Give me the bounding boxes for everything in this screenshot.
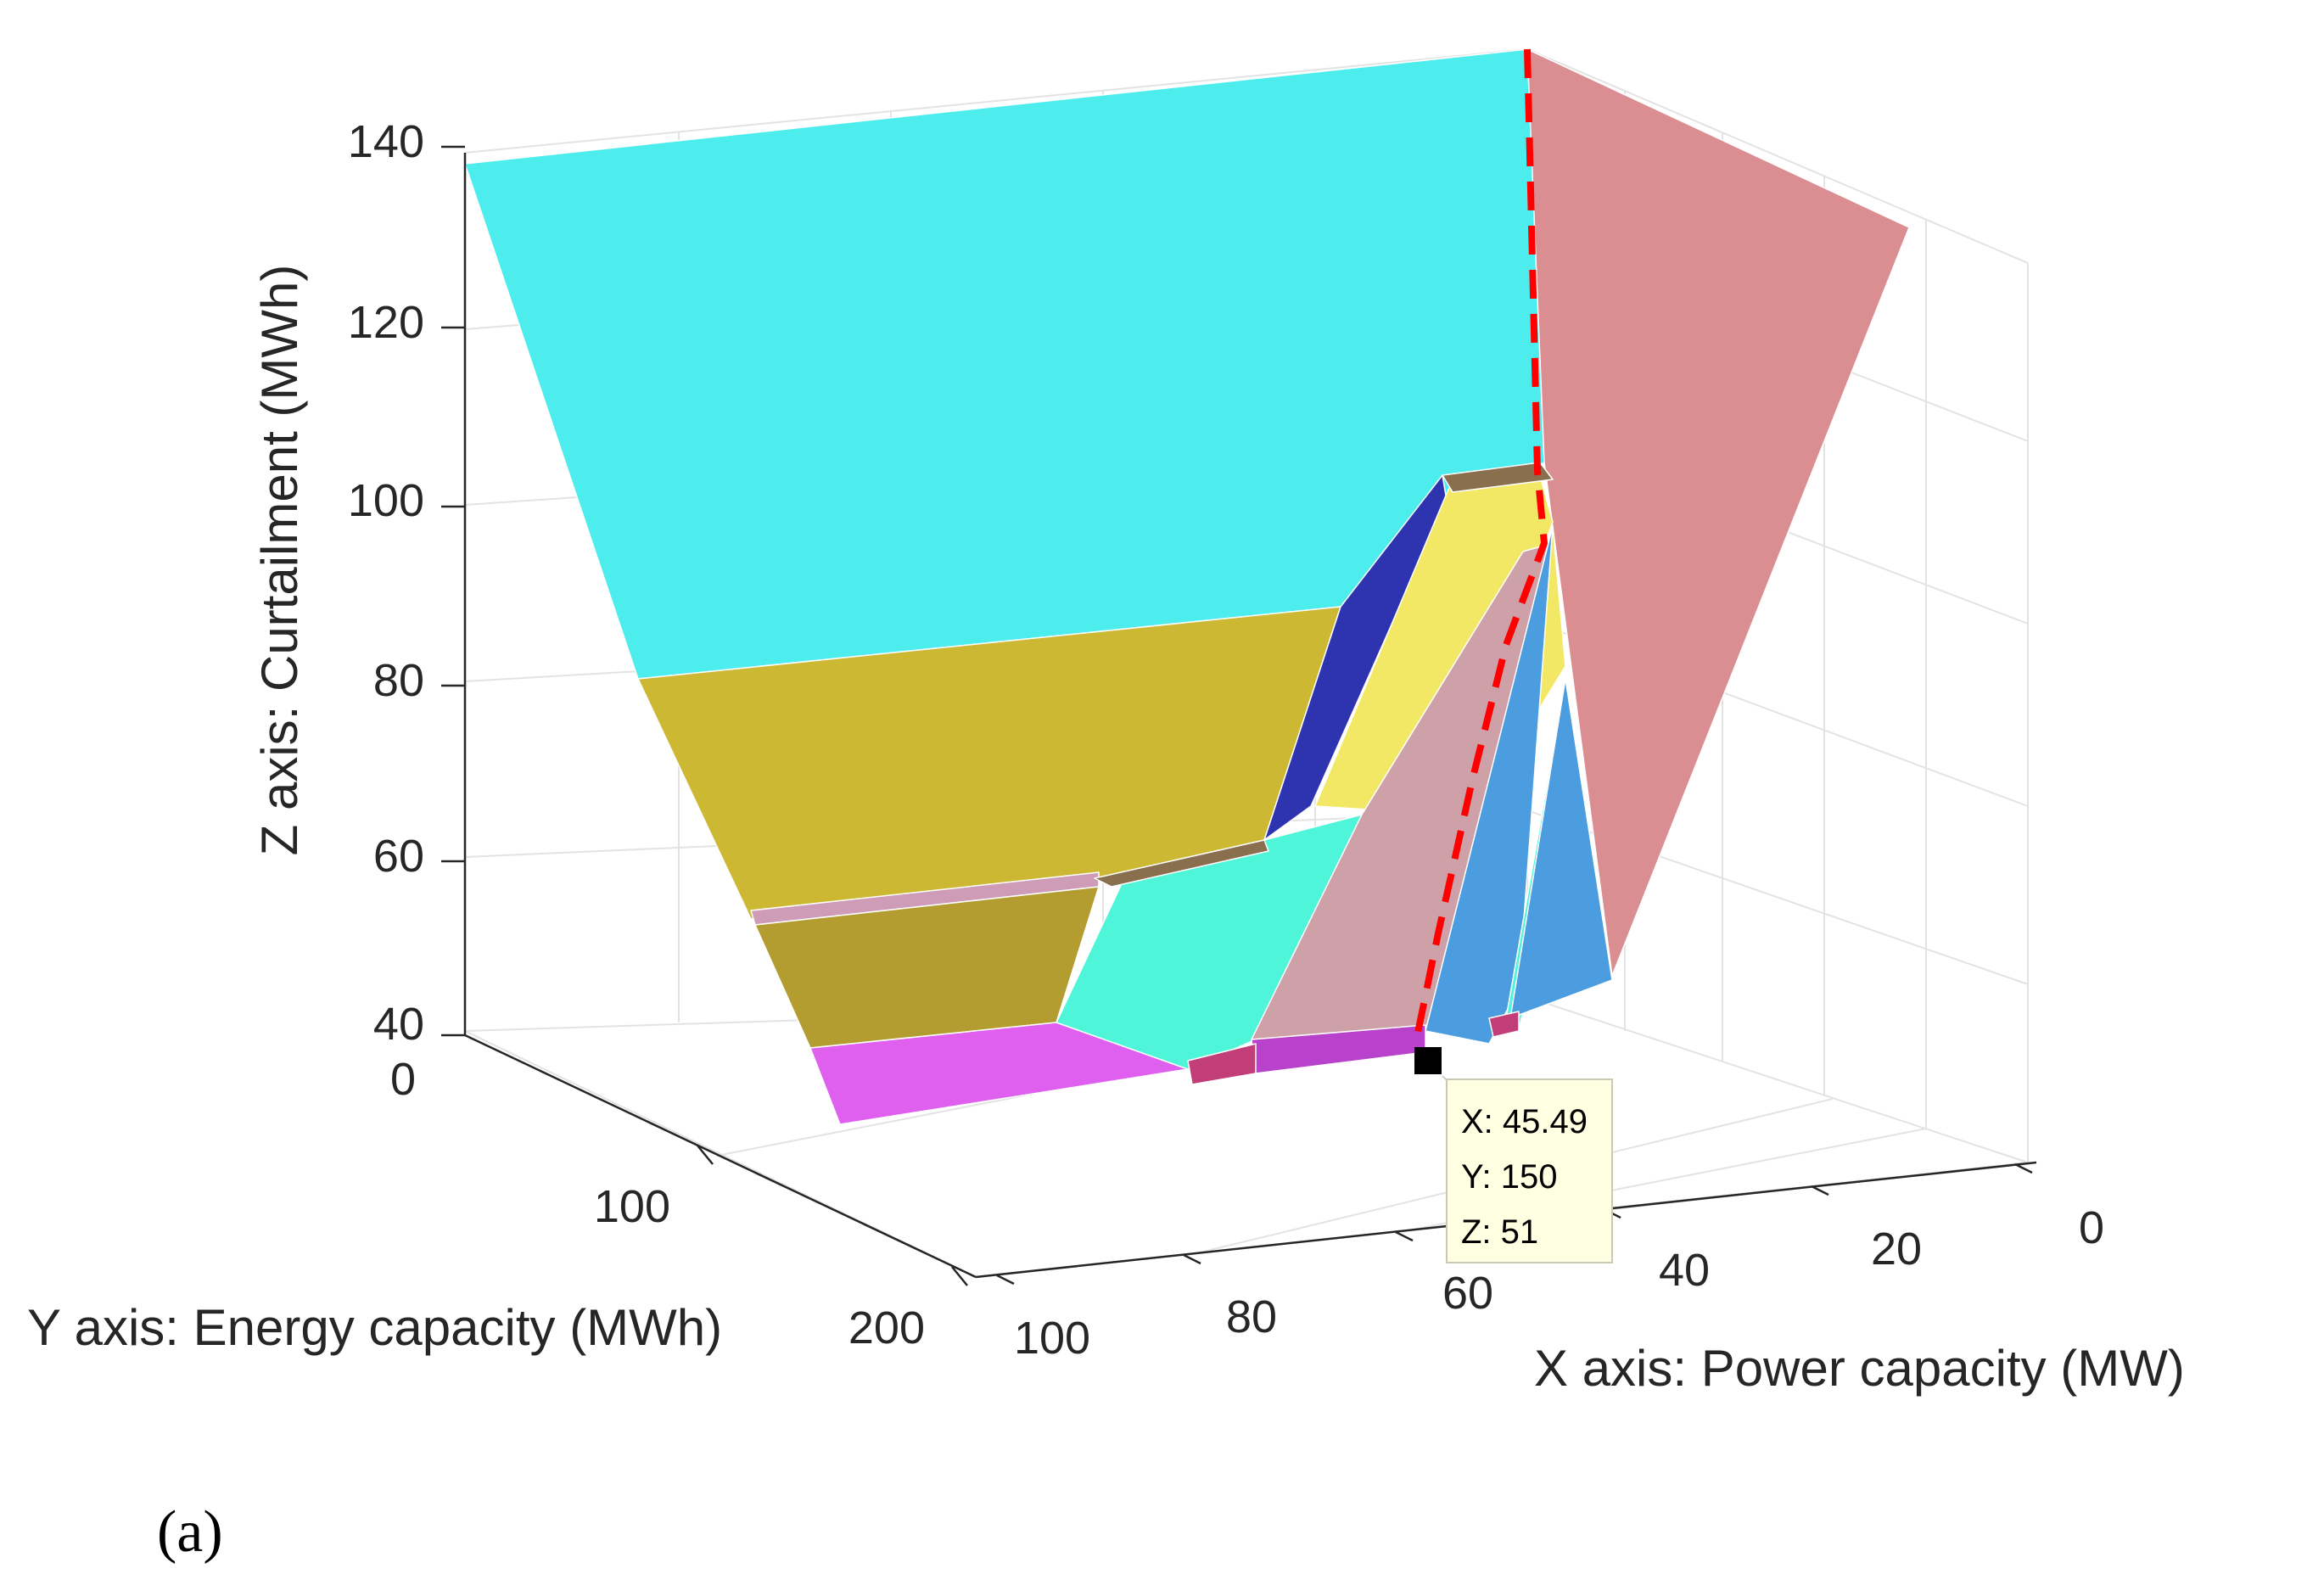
y-tick-label: 200 <box>848 1302 925 1353</box>
z-tick-label: 80 <box>373 655 424 706</box>
x-tick-label: 0 <box>2079 1202 2104 1253</box>
region-blue-right <box>1509 678 1613 1019</box>
y-axis-label: Y axis: Energy capacity (MWh) <box>27 1299 722 1356</box>
z-tick-label: 40 <box>373 999 424 1050</box>
boundary-curve <box>1414 48 1548 1038</box>
x-tick-label: 60 <box>1442 1268 1493 1319</box>
datatip-x: X: 45.49 <box>1461 1103 1588 1140</box>
region-crimson <box>1187 1043 1257 1085</box>
x-tick-label: 100 <box>1014 1313 1090 1364</box>
z-tick-label: 120 <box>348 297 424 348</box>
region-brown-cap <box>1442 462 1554 493</box>
region-brown-cap-low <box>1094 839 1269 888</box>
z-tick-label: 100 <box>348 475 424 526</box>
z-tick-label: 60 <box>373 831 424 882</box>
region-blue <box>1425 525 1554 1045</box>
panel-label: (a) <box>157 1499 223 1565</box>
x-axis-label: X axis: Power capacity (MW) <box>1534 1340 2185 1397</box>
surface <box>464 48 1910 1125</box>
datatip-z: Z: 51 <box>1461 1213 1538 1251</box>
datatip[interactable]: X: 45.49 Y: 150 Z: 51 <box>1414 1047 1613 1263</box>
datatip-box <box>1446 1078 1613 1263</box>
y-tick-label: 100 <box>594 1181 670 1232</box>
z-tick-label: 140 <box>348 116 424 167</box>
datatip-y: Y: 150 <box>1461 1158 1557 1196</box>
z-axis-label: Z axis: Curtailment (MWh) <box>251 265 308 856</box>
x-tick-label: 80 <box>1226 1291 1277 1342</box>
x-tick-label: 20 <box>1871 1224 1922 1274</box>
x-tick-label: 40 <box>1659 1245 1710 1296</box>
tick-marks <box>441 145 2033 1286</box>
y-tick-label: 0 <box>390 1054 416 1105</box>
datatip-marker <box>1414 1047 1442 1074</box>
region-crimson-right <box>1488 1011 1520 1038</box>
region-salmon <box>1526 48 1910 977</box>
